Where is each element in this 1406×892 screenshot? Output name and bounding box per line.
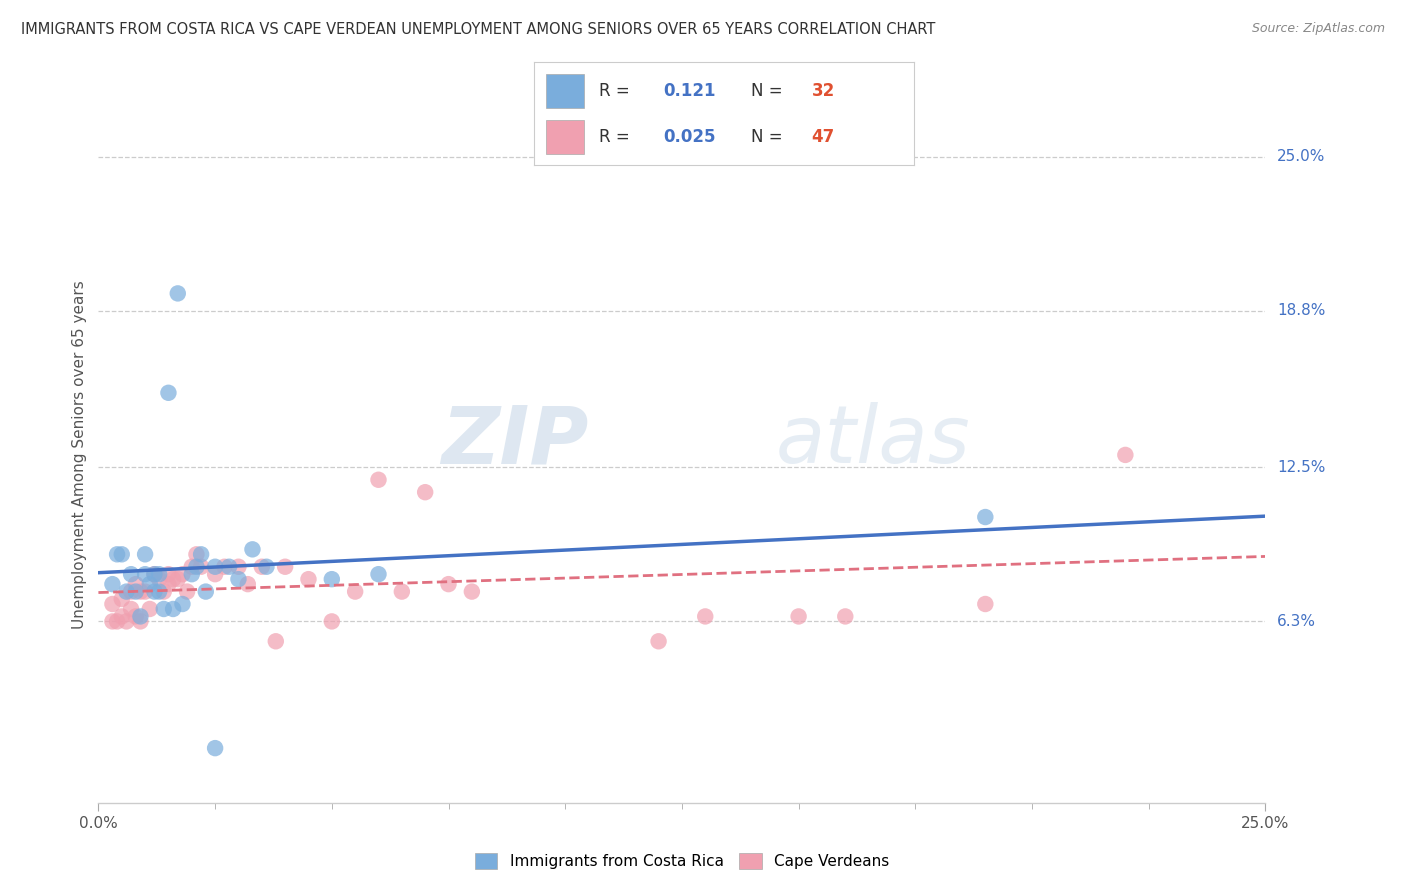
Point bbox=[172, 567, 194, 582]
Point bbox=[129, 584, 152, 599]
Text: ZIP: ZIP bbox=[441, 402, 589, 480]
Point bbox=[139, 577, 162, 591]
Point bbox=[647, 634, 669, 648]
Point bbox=[162, 602, 184, 616]
Text: R =: R = bbox=[599, 82, 636, 100]
Y-axis label: Unemployment Among Seniors over 65 years: Unemployment Among Seniors over 65 years bbox=[72, 281, 87, 629]
Point bbox=[1114, 448, 1136, 462]
Point bbox=[115, 584, 138, 599]
FancyBboxPatch shape bbox=[546, 120, 583, 153]
Point bbox=[190, 547, 212, 561]
Point bbox=[695, 609, 717, 624]
Point bbox=[125, 609, 148, 624]
Point bbox=[120, 602, 142, 616]
Point bbox=[236, 577, 259, 591]
Point bbox=[180, 567, 202, 582]
Point bbox=[176, 584, 198, 599]
Point bbox=[186, 559, 208, 574]
Point bbox=[152, 602, 174, 616]
Point bbox=[125, 577, 148, 591]
Point bbox=[214, 559, 236, 574]
Point bbox=[134, 584, 156, 599]
Point bbox=[148, 572, 170, 586]
Point bbox=[120, 584, 142, 599]
Point bbox=[105, 547, 128, 561]
Text: atlas: atlas bbox=[775, 402, 970, 480]
Point bbox=[129, 609, 152, 624]
Point bbox=[974, 510, 997, 524]
Text: 25.0%: 25.0% bbox=[1277, 149, 1326, 164]
Point bbox=[139, 602, 162, 616]
Point bbox=[321, 615, 343, 629]
Point bbox=[391, 584, 413, 599]
Text: N =: N = bbox=[751, 128, 787, 145]
Point bbox=[437, 577, 460, 591]
Text: IMMIGRANTS FROM COSTA RICA VS CAPE VERDEAN UNEMPLOYMENT AMONG SENIORS OVER 65 YE: IMMIGRANTS FROM COSTA RICA VS CAPE VERDE… bbox=[21, 22, 935, 37]
Point bbox=[166, 286, 188, 301]
Point bbox=[166, 572, 188, 586]
Point bbox=[162, 572, 184, 586]
Point bbox=[413, 485, 436, 500]
Text: 12.5%: 12.5% bbox=[1277, 460, 1326, 475]
Text: 6.3%: 6.3% bbox=[1277, 614, 1316, 629]
Point bbox=[242, 542, 264, 557]
Point bbox=[129, 615, 152, 629]
Point bbox=[367, 567, 389, 582]
Point bbox=[228, 559, 250, 574]
Point bbox=[115, 615, 138, 629]
Point bbox=[344, 584, 367, 599]
Text: 0.025: 0.025 bbox=[664, 128, 716, 145]
Point bbox=[157, 577, 180, 591]
Point bbox=[461, 584, 484, 599]
Point bbox=[157, 567, 180, 582]
Point bbox=[172, 597, 194, 611]
Legend: Immigrants from Costa Rica, Cape Verdeans: Immigrants from Costa Rica, Cape Verdean… bbox=[468, 847, 896, 875]
Point bbox=[180, 559, 202, 574]
Text: 18.8%: 18.8% bbox=[1277, 303, 1326, 318]
Point bbox=[204, 567, 226, 582]
Text: 47: 47 bbox=[811, 128, 835, 145]
Point bbox=[101, 577, 124, 591]
Point bbox=[321, 572, 343, 586]
Point bbox=[256, 559, 278, 574]
Point bbox=[143, 567, 166, 582]
Point bbox=[367, 473, 389, 487]
Point bbox=[111, 592, 134, 607]
Text: 0.121: 0.121 bbox=[664, 82, 716, 100]
Point bbox=[250, 559, 273, 574]
Point bbox=[111, 609, 134, 624]
Point bbox=[111, 547, 134, 561]
Text: Source: ZipAtlas.com: Source: ZipAtlas.com bbox=[1251, 22, 1385, 36]
Point bbox=[186, 547, 208, 561]
Point bbox=[974, 597, 997, 611]
Point bbox=[228, 572, 250, 586]
Point bbox=[194, 584, 217, 599]
Point bbox=[190, 559, 212, 574]
Point bbox=[274, 559, 297, 574]
Point bbox=[134, 547, 156, 561]
Point bbox=[148, 567, 170, 582]
Point bbox=[157, 385, 180, 400]
Point bbox=[105, 615, 128, 629]
Point bbox=[134, 567, 156, 582]
Point bbox=[143, 584, 166, 599]
Point bbox=[143, 567, 166, 582]
Text: 32: 32 bbox=[811, 82, 835, 100]
Point bbox=[218, 559, 240, 574]
Point bbox=[834, 609, 856, 624]
Point bbox=[204, 559, 226, 574]
Point bbox=[101, 615, 124, 629]
Point bbox=[101, 597, 124, 611]
Point bbox=[125, 584, 148, 599]
FancyBboxPatch shape bbox=[546, 74, 583, 108]
Text: N =: N = bbox=[751, 82, 787, 100]
Point bbox=[297, 572, 319, 586]
Point bbox=[204, 741, 226, 756]
Point bbox=[264, 634, 287, 648]
Point bbox=[787, 609, 810, 624]
Point bbox=[148, 584, 170, 599]
Point bbox=[120, 567, 142, 582]
Point bbox=[152, 584, 174, 599]
Text: R =: R = bbox=[599, 128, 636, 145]
